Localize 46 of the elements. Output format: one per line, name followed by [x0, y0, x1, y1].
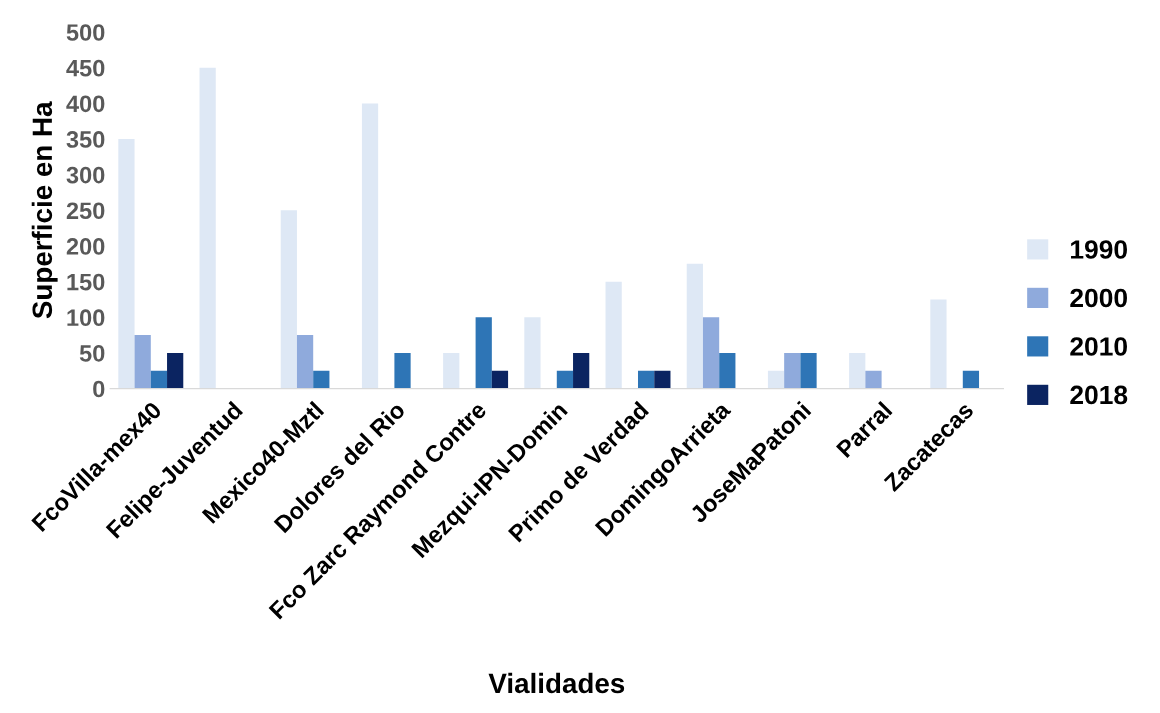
y-tick-label: 450	[66, 59, 105, 77]
bar	[573, 352, 590, 389]
bar	[475, 317, 492, 389]
y-tick-label: 50	[79, 345, 105, 362]
legend-label: 2000	[1070, 288, 1127, 308]
bar	[134, 335, 151, 389]
bar	[784, 352, 801, 389]
legend-label: 1990	[1071, 240, 1127, 259]
y-tick-label: 250	[66, 202, 105, 220]
y-tick-label: 200	[66, 238, 105, 255]
y-tick-label: 100	[67, 309, 105, 327]
bar	[313, 370, 330, 389]
bar	[930, 299, 947, 389]
bar	[199, 67, 216, 389]
bar	[394, 352, 411, 389]
bar	[849, 352, 866, 389]
y-tick-label: 500	[66, 24, 105, 41]
bar	[686, 263, 703, 389]
bar	[638, 370, 655, 389]
bar	[118, 139, 135, 389]
bar	[280, 210, 297, 389]
bar	[767, 370, 785, 389]
y-tick-label: 150	[67, 273, 105, 291]
bar	[361, 103, 379, 389]
bar	[605, 281, 622, 389]
bar	[491, 370, 509, 389]
bar	[719, 352, 736, 389]
y-axis-title: Superficie en Ha	[31, 101, 58, 319]
bar	[865, 370, 882, 389]
legend-label: 2010	[1070, 337, 1127, 356]
bar	[556, 370, 574, 389]
bar	[702, 317, 720, 389]
bar	[524, 317, 541, 389]
y-tick-label: 400	[66, 95, 105, 113]
bar	[296, 335, 314, 389]
y-tick-label: 350	[66, 131, 105, 148]
bar	[167, 352, 184, 389]
x-axis-title: Vialidades	[488, 672, 625, 694]
legend-label: 2018	[1070, 385, 1128, 405]
y-tick-label: 0	[93, 380, 105, 398]
bar	[800, 352, 817, 389]
bar	[443, 352, 460, 389]
y-tick-label: 300	[66, 166, 105, 184]
bar	[962, 370, 980, 389]
bar	[150, 370, 168, 389]
bar	[654, 370, 671, 389]
